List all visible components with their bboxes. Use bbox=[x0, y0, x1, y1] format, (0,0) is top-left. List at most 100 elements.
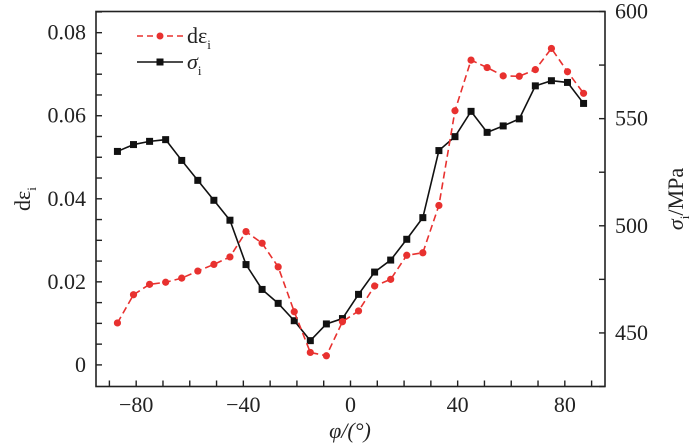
data-point-stress bbox=[242, 261, 250, 269]
data-point-stress bbox=[274, 299, 282, 307]
series-line-strain bbox=[116, 47, 585, 357]
svg-text:σi/MPa: σi/MPa bbox=[663, 168, 692, 230]
data-point-strain bbox=[242, 227, 250, 236]
data-point-strain bbox=[322, 352, 330, 360]
y-left-label-sub: i bbox=[24, 187, 39, 191]
plot-frame bbox=[95, 10, 606, 388]
data-point-stress bbox=[515, 115, 523, 123]
y-left-tick-label: 0.08 bbox=[48, 20, 87, 45]
data-point-strain bbox=[419, 249, 427, 257]
data-point-stress bbox=[162, 136, 170, 144]
series-layer bbox=[113, 44, 588, 360]
data-point-strain bbox=[451, 107, 459, 115]
x-tick-label: 0 bbox=[345, 392, 356, 417]
data-point-stress bbox=[547, 77, 555, 85]
data-point-strain bbox=[547, 44, 556, 53]
y-left-tick-label: 0 bbox=[75, 352, 86, 377]
data-point-stress bbox=[355, 290, 363, 298]
data-point-strain bbox=[354, 307, 363, 315]
data-point-strain bbox=[113, 319, 122, 327]
data-point-strain bbox=[579, 89, 588, 97]
data-point-strain bbox=[563, 68, 572, 76]
data-point-stress bbox=[194, 176, 202, 184]
legend-item-strain: dεi bbox=[137, 23, 211, 52]
data-point-stress bbox=[258, 285, 266, 293]
y-left-tick-label: 0.04 bbox=[48, 186, 87, 211]
data-point-stress bbox=[435, 147, 443, 155]
legend-label-stress-sub: i bbox=[198, 63, 202, 78]
x-tick-label: 80 bbox=[554, 392, 576, 417]
data-point-strain bbox=[210, 260, 218, 269]
data-point-stress bbox=[483, 128, 491, 136]
data-point-strain bbox=[226, 253, 234, 261]
data-point-stress bbox=[419, 214, 427, 222]
data-point-stress bbox=[210, 196, 218, 204]
data-point-strain bbox=[258, 239, 266, 247]
data-point-strain bbox=[531, 66, 539, 74]
svg-text:σi: σi bbox=[187, 49, 202, 78]
data-point-strain bbox=[129, 291, 138, 299]
y-right-tick-label: 500 bbox=[615, 213, 648, 238]
data-point-strain bbox=[387, 275, 395, 283]
y-left-tick-label: 0.02 bbox=[48, 269, 87, 294]
data-point-strain bbox=[194, 267, 202, 275]
legend-marker-circle bbox=[156, 32, 164, 40]
y-right-tick-label: 600 bbox=[615, 0, 648, 24]
data-point-stress bbox=[387, 256, 395, 264]
data-point-strain bbox=[435, 201, 443, 210]
data-point-strain bbox=[162, 278, 170, 286]
x-tick-label: −80 bbox=[119, 392, 153, 417]
data-point-strain bbox=[178, 274, 186, 282]
y-right-tick-label: 550 bbox=[615, 106, 648, 131]
svg-text:dεi: dεi bbox=[10, 187, 39, 211]
data-point-strain bbox=[290, 308, 298, 316]
y-right-label-main: σ bbox=[663, 218, 688, 230]
data-point-stress bbox=[563, 78, 571, 86]
legend-label-strain: dε bbox=[187, 23, 207, 48]
y-right-tick-label: 450 bbox=[615, 320, 648, 345]
data-point-stress bbox=[580, 99, 588, 107]
legend-label-strain-sub: i bbox=[207, 37, 211, 52]
data-point-stress bbox=[531, 82, 539, 90]
data-point-strain bbox=[274, 263, 282, 271]
data-point-stress bbox=[178, 156, 186, 164]
data-point-strain bbox=[467, 56, 475, 64]
y-left-axis-label: dεi bbox=[10, 187, 39, 211]
legend-label-stress: σ bbox=[187, 49, 199, 74]
y-left-label-main: dε bbox=[10, 191, 35, 211]
data-point-stress bbox=[499, 122, 507, 130]
data-point-stress bbox=[467, 107, 475, 115]
data-point-strain bbox=[306, 348, 314, 357]
data-point-stress bbox=[322, 320, 330, 328]
data-point-stress bbox=[146, 137, 154, 145]
legend-marker-square bbox=[156, 58, 164, 66]
data-point-strain bbox=[483, 63, 491, 72]
legend-item-stress: σi bbox=[137, 49, 202, 78]
series-line-stress bbox=[117, 79, 585, 342]
data-point-strain bbox=[515, 72, 523, 80]
data-point-stress bbox=[130, 141, 138, 149]
data-point-strain bbox=[371, 282, 379, 290]
y-right-label-sub: i bbox=[677, 215, 692, 219]
x-tick-label: −40 bbox=[226, 392, 260, 417]
y-right-label-suffix: /MPa bbox=[663, 168, 688, 216]
data-point-stress bbox=[403, 235, 411, 243]
data-point-strain bbox=[403, 251, 411, 259]
y-right-axis-label: σi/MPa bbox=[663, 168, 692, 230]
x-tick-label: 40 bbox=[447, 392, 469, 417]
data-point-stress bbox=[451, 133, 459, 141]
data-point-strain bbox=[145, 280, 154, 288]
data-point-stress bbox=[371, 268, 379, 276]
data-point-strain bbox=[338, 318, 347, 326]
axis-ticks: −80 −40 0 40 80 0 0.02 0.04 0.06 0.08 450 500 550 600 bbox=[48, 0, 649, 417]
data-point-stress bbox=[226, 216, 234, 224]
data-point-stress bbox=[113, 147, 121, 155]
svg-text:dεi: dεi bbox=[187, 23, 211, 52]
x-axis-label: φ/(°) bbox=[329, 418, 371, 443]
data-point-stress bbox=[290, 317, 298, 325]
data-point-stress bbox=[306, 337, 314, 345]
legend: dεi σi bbox=[137, 23, 211, 78]
data-point-strain bbox=[499, 72, 507, 80]
y-left-tick-label: 0.06 bbox=[48, 103, 87, 128]
